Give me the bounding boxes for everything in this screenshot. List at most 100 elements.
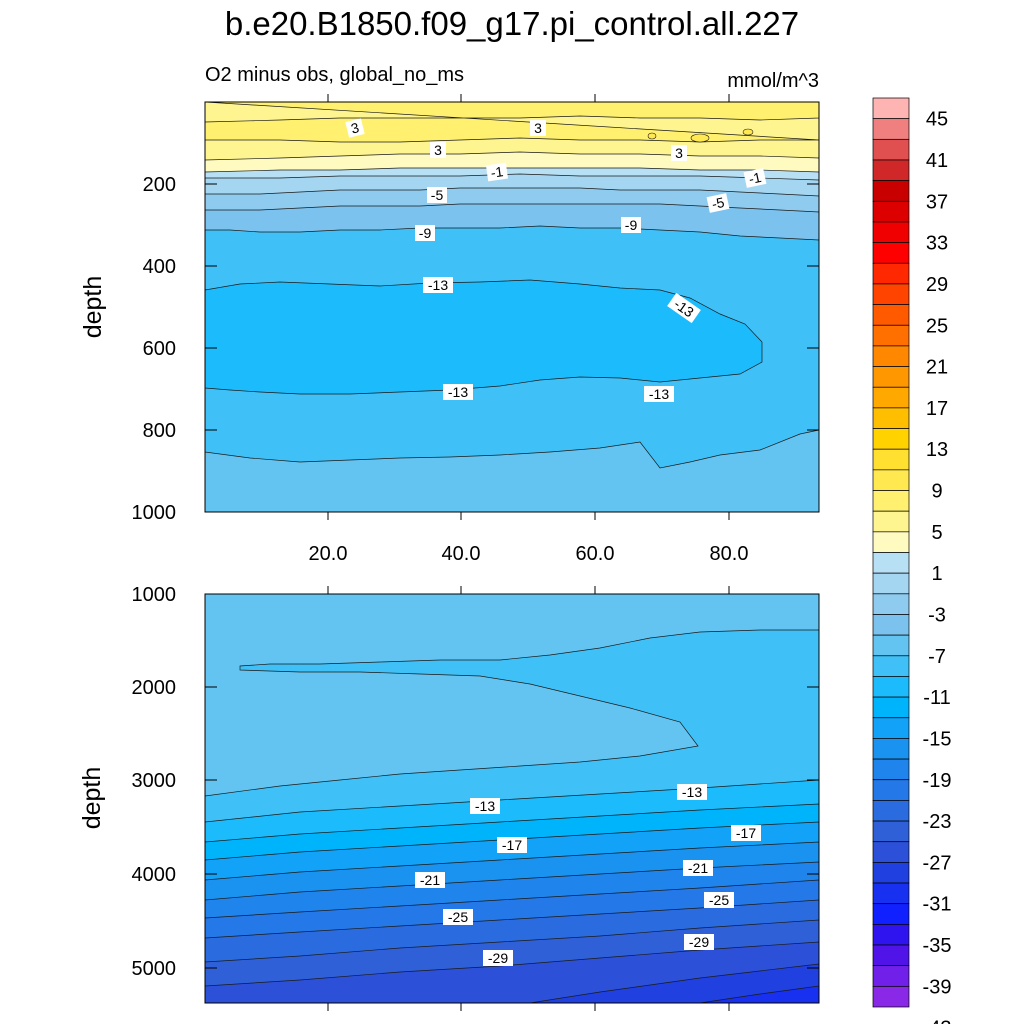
colorbar-box bbox=[872, 965, 910, 987]
colorbar-label: -27 bbox=[923, 852, 952, 874]
x-tick-label: 80.0 bbox=[710, 543, 749, 565]
colorbar: 45 41 37 33 29 25 21 17 13 9 5 1 -3 -7 -11 -15 -19 -23 -27… bbox=[872, 97, 952, 1024]
contour-label: 3 bbox=[675, 145, 683, 161]
contour-label: -1 bbox=[490, 163, 505, 181]
colorbar-box bbox=[872, 262, 910, 285]
contour-label: 3 bbox=[349, 119, 361, 136]
colorbar-box bbox=[872, 738, 910, 760]
upper-panel: 3 3 3 3 -1 -1 -5 -5 -9 -9 -13 -13 -13 -1… bbox=[79, 94, 820, 565]
y-tick-label: 4000 bbox=[132, 864, 177, 886]
lower-axes bbox=[205, 586, 819, 1011]
y-tick-label: 2000 bbox=[132, 677, 177, 699]
colorbar-box bbox=[872, 862, 910, 884]
colorbar-box bbox=[872, 366, 910, 388]
y-tick-label: 3000 bbox=[132, 770, 177, 792]
upper-axes bbox=[205, 94, 819, 520]
chart-title: b.e20.B1850.f09_g17.pi_control.all.227 bbox=[225, 5, 799, 42]
fill-band bbox=[529, 963, 819, 1003]
contour-label: 3 bbox=[534, 120, 542, 136]
fill-band bbox=[205, 594, 819, 797]
colorbar-box bbox=[872, 324, 910, 347]
colorbar-box bbox=[872, 779, 910, 801]
y-tick-label: 200 bbox=[143, 174, 176, 196]
contour-label: -13 bbox=[428, 277, 448, 293]
colorbar-box bbox=[872, 97, 910, 120]
colorbar-box bbox=[872, 531, 910, 553]
colorbar-box bbox=[872, 758, 910, 781]
colorbar-label: 21 bbox=[926, 357, 948, 379]
panel-subtitle: O2 minus obs, global_no_ms bbox=[205, 64, 464, 86]
colorbar-box bbox=[872, 428, 910, 450]
upper-contour-labels: 3 3 3 3 -1 -1 -5 -5 -9 -9 -13 -13 -13 -1… bbox=[345, 118, 767, 402]
colorbar-box bbox=[872, 283, 910, 305]
colorbar-box bbox=[872, 386, 910, 409]
colorbar-box bbox=[872, 800, 910, 822]
contour-label: -17 bbox=[736, 825, 756, 841]
colorbar-boxes bbox=[872, 97, 910, 1008]
colorbar-label: -43 bbox=[923, 1018, 952, 1024]
colorbar-label: 41 bbox=[926, 150, 948, 172]
colorbar-box bbox=[872, 614, 910, 636]
x-tick-label: 60.0 bbox=[576, 543, 615, 565]
units-label: mmol/m^3 bbox=[727, 70, 819, 92]
colorbar-label: -39 bbox=[923, 976, 952, 998]
y-tick-label: 800 bbox=[143, 420, 176, 442]
contour-label: -25 bbox=[448, 909, 468, 925]
colorbar-label: -35 bbox=[923, 935, 952, 957]
contour-label: -21 bbox=[420, 872, 440, 888]
lower-contour-fills bbox=[205, 594, 819, 1003]
upper-contour-fills bbox=[205, 102, 819, 512]
colorbar-box bbox=[872, 903, 910, 925]
contour-label: -1 bbox=[747, 169, 763, 187]
colorbar-label: 45 bbox=[926, 109, 948, 131]
colorbar-label: -11 bbox=[923, 687, 950, 709]
colorbar-labels: 45 41 37 33 29 25 21 17 13 9 5 1 -3 -7 -11 -15 -19 -23 -27… bbox=[923, 109, 952, 1024]
colorbar-box bbox=[872, 676, 910, 698]
colorbar-label: 29 bbox=[926, 274, 948, 296]
contour-label: -29 bbox=[488, 950, 508, 966]
colorbar-label: 33 bbox=[926, 233, 948, 255]
lower-contour-labels: -13 -13 -17 -17 -21 -21 -25 -25 -29 -29 bbox=[415, 784, 761, 966]
lower-panel: -13 -13 -17 -17 -21 -21 -25 -25 -29 -29 … bbox=[78, 584, 820, 1011]
colorbar-label: 9 bbox=[931, 481, 942, 503]
colorbar-box bbox=[872, 841, 910, 863]
contour-label: -13 bbox=[649, 386, 669, 402]
colorbar-label: 13 bbox=[926, 439, 948, 461]
colorbar-box bbox=[872, 985, 910, 1008]
colorbar-box bbox=[872, 944, 910, 967]
colorbar-label: -31 bbox=[923, 894, 952, 916]
colorbar-box bbox=[872, 304, 910, 326]
colorbar-box bbox=[872, 572, 910, 595]
fill-band bbox=[742, 128, 754, 136]
colorbar-label: -19 bbox=[923, 770, 952, 792]
colorbar-box bbox=[872, 180, 910, 202]
colorbar-label: -23 bbox=[923, 811, 952, 833]
x-tick-label: 40.0 bbox=[442, 543, 481, 565]
contour-label: -25 bbox=[709, 892, 729, 908]
colorbar-box bbox=[872, 924, 910, 946]
colorbar-label: -7 bbox=[928, 646, 946, 668]
y-tick-label: 400 bbox=[143, 256, 176, 278]
colorbar-box bbox=[872, 552, 910, 574]
contour-label: -5 bbox=[431, 187, 444, 203]
colorbar-box bbox=[872, 655, 910, 677]
y-tick-label: 1000 bbox=[132, 502, 177, 524]
colorbar-box bbox=[872, 510, 910, 533]
fill-band bbox=[699, 985, 819, 1003]
contour-label: -17 bbox=[502, 837, 522, 853]
contour-label: -13 bbox=[682, 784, 702, 800]
colorbar-label: 17 bbox=[926, 398, 948, 420]
colorbar-box bbox=[872, 242, 910, 264]
colorbar-label: -3 bbox=[928, 604, 946, 626]
x-tick-label: 20.0 bbox=[309, 543, 348, 565]
colorbar-box bbox=[872, 345, 910, 367]
contour-label: -21 bbox=[688, 860, 708, 876]
fill-band bbox=[690, 133, 710, 143]
colorbar-box bbox=[872, 593, 910, 615]
y-tick-label: 5000 bbox=[132, 958, 177, 980]
colorbar-label: 1 bbox=[931, 563, 942, 585]
colorbar-box bbox=[872, 882, 910, 905]
y-axis-label: depth bbox=[79, 276, 107, 339]
colorbar-box bbox=[872, 469, 910, 491]
